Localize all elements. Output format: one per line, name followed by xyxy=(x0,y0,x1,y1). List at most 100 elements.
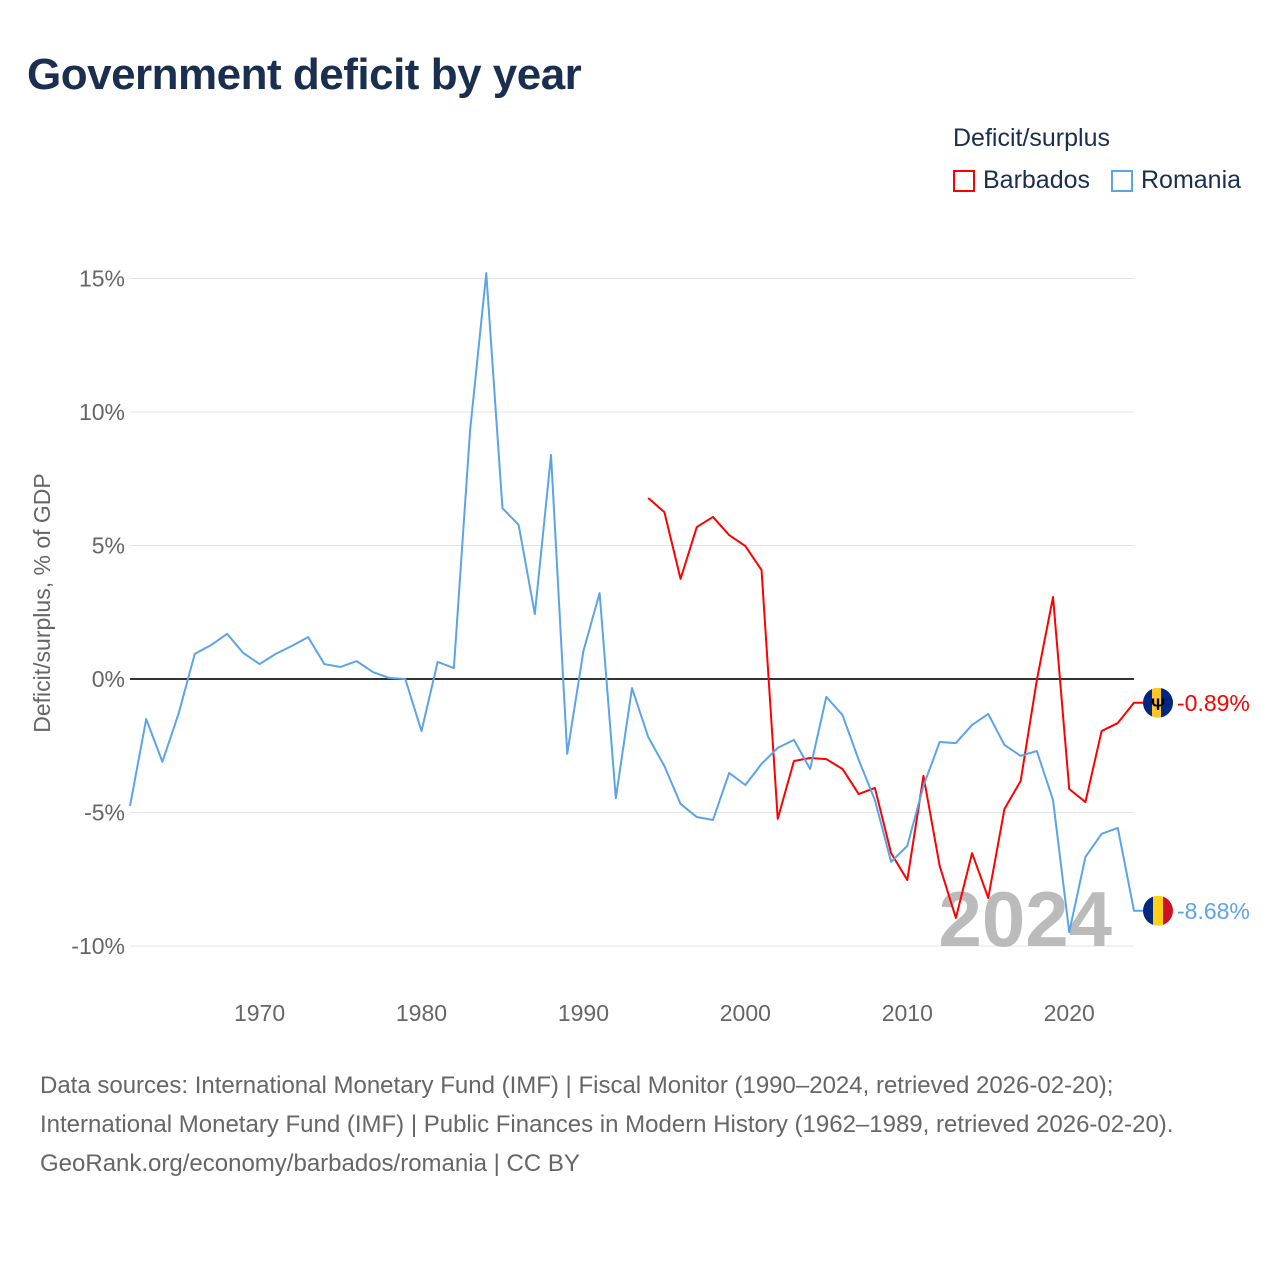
credit-link[interactable]: GeoRank.org/economy/barbados/romania | C… xyxy=(40,1150,580,1177)
end-value-label: -0.89% xyxy=(1177,690,1250,716)
data-point xyxy=(921,783,926,788)
data-point xyxy=(775,745,780,750)
data-point xyxy=(1083,800,1088,805)
data-point xyxy=(937,863,942,868)
data-point xyxy=(160,759,165,764)
data-point xyxy=(743,544,748,549)
data-point xyxy=(824,694,829,699)
data-point xyxy=(581,648,586,653)
data-point xyxy=(759,568,764,573)
data-point xyxy=(370,670,375,675)
data-point xyxy=(516,522,521,527)
data-point xyxy=(662,764,667,769)
data-point xyxy=(727,770,732,775)
y-tick-label: 5% xyxy=(92,533,125,559)
data-point xyxy=(289,643,294,648)
data-point xyxy=(970,851,975,856)
y-axis-label: Deficit/surplus, % of GDP xyxy=(29,473,55,732)
data-point xyxy=(678,576,683,581)
data-point xyxy=(565,751,570,756)
y-tick-label: -10% xyxy=(71,933,125,959)
legend-label-romania: Romania xyxy=(1141,166,1242,194)
data-point xyxy=(273,651,278,656)
data-point xyxy=(338,664,343,669)
legend-label-barbados: Barbados xyxy=(983,166,1091,194)
data-point xyxy=(306,635,311,640)
data-point xyxy=(856,792,861,797)
chart-title: Government deficit by year xyxy=(27,50,582,99)
x-tick-label: 1980 xyxy=(396,1000,447,1026)
data-point xyxy=(986,711,991,716)
data-point xyxy=(921,773,926,778)
data-point xyxy=(403,677,408,682)
data-point xyxy=(840,766,845,771)
data-point xyxy=(225,631,230,636)
data-point xyxy=(840,713,845,718)
data-point xyxy=(1002,807,1007,812)
data-point xyxy=(1115,825,1120,830)
data-point xyxy=(451,666,456,671)
data-point xyxy=(856,757,861,762)
y-tick-label: 10% xyxy=(79,399,125,425)
data-point xyxy=(1115,721,1120,726)
footer: Data sources: International Monetary Fun… xyxy=(40,1066,1240,1183)
data-point xyxy=(1099,729,1104,734)
legend-title: Deficit/surplus xyxy=(953,124,1110,152)
data-point xyxy=(646,495,651,500)
data-point xyxy=(128,804,133,809)
flag-stripe xyxy=(1163,895,1173,926)
data-point xyxy=(889,859,894,864)
data-point xyxy=(613,796,618,801)
data-point xyxy=(484,271,489,276)
data-point xyxy=(1034,749,1039,754)
data-point xyxy=(144,717,149,722)
data-point xyxy=(791,737,796,742)
data-point xyxy=(727,533,732,538)
data-point xyxy=(597,591,602,596)
y-tick-label: 0% xyxy=(92,666,125,692)
y-tick-label: 15% xyxy=(79,266,125,292)
flag-stripe xyxy=(1152,687,1161,718)
x-tick-label: 2000 xyxy=(720,1000,771,1026)
data-point xyxy=(694,525,699,530)
data-point xyxy=(759,761,764,766)
data-point xyxy=(1132,908,1137,913)
data-point xyxy=(468,428,473,433)
flag-stripe xyxy=(1153,895,1163,926)
data-point xyxy=(710,817,715,822)
data-point xyxy=(241,651,246,656)
data-point xyxy=(905,878,910,883)
y-tick-label: -5% xyxy=(84,800,125,826)
data-point xyxy=(970,722,975,727)
data-point xyxy=(257,662,262,667)
trident-icon: Ψ xyxy=(1151,695,1165,714)
data-point xyxy=(500,506,505,511)
data-point xyxy=(937,740,942,745)
data-point xyxy=(824,757,829,762)
data-point xyxy=(872,785,877,790)
x-tick-label: 2020 xyxy=(1044,1000,1095,1026)
data-point xyxy=(986,895,991,900)
year-watermark: 2024 xyxy=(938,875,1112,963)
legend-item-barbados[interactable]: Barbados xyxy=(953,166,1090,195)
data-point xyxy=(710,514,715,519)
series-line-romania xyxy=(129,272,1150,934)
flag-icon-romania xyxy=(1143,895,1173,926)
data-point xyxy=(808,766,813,771)
data-point xyxy=(192,651,197,656)
data-sources: Data sources: International Monetary Fun… xyxy=(40,1072,1174,1138)
data-point xyxy=(354,659,359,664)
flag-stripe xyxy=(1143,687,1152,718)
x-tick-label: 2010 xyxy=(882,1000,933,1026)
flag-icon-barbados: Ψ xyxy=(1143,687,1173,718)
legend-item-romania[interactable]: Romania xyxy=(1111,166,1241,195)
data-point xyxy=(1051,595,1056,600)
data-point xyxy=(1051,797,1056,802)
data-point xyxy=(743,782,748,787)
data-point xyxy=(1099,831,1104,836)
flag-stripe xyxy=(1161,687,1173,718)
data-point xyxy=(905,843,910,848)
data-point xyxy=(662,510,667,515)
data-point xyxy=(646,734,651,739)
data-point xyxy=(1067,930,1072,935)
